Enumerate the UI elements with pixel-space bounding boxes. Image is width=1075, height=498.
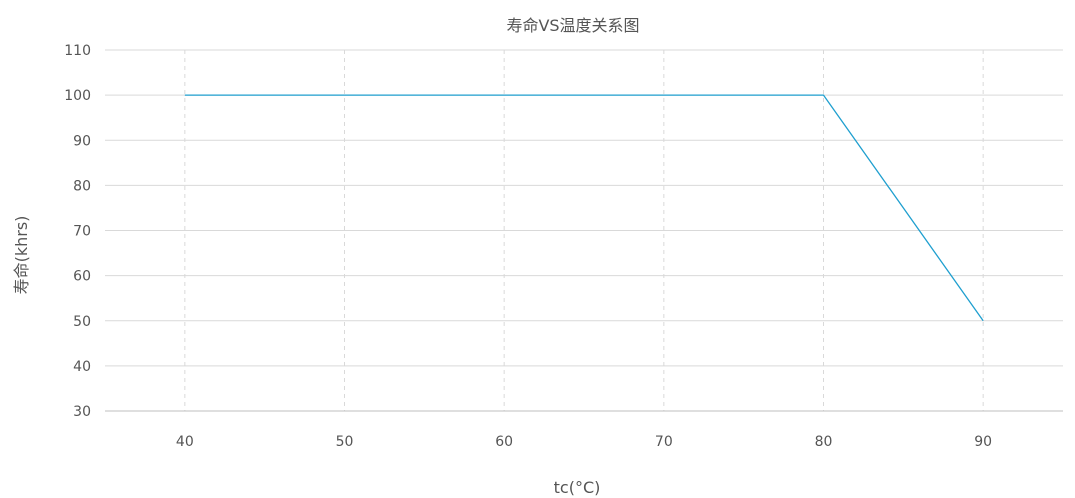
y-tick-label: 30 [73,404,91,420]
y-tick-label: 110 [64,43,91,59]
x-tick-label: 90 [974,434,992,450]
series-layer [184,94,984,322]
label-layer: 30 40 50 60 70 80 90 100 110 40 50 60 70 80 90 [64,43,992,450]
y-tick-label: 60 [73,269,91,285]
y-tick-label: 40 [73,359,91,375]
x-tick-label: 60 [495,434,513,450]
x-tick-label: 80 [815,434,833,450]
series-line [184,94,984,322]
y-tick-label: 90 [73,133,91,149]
y-axis-title: 寿命(khrs) [12,216,31,295]
x-tick-label: 40 [176,434,194,450]
y-tick-label: 80 [73,178,91,194]
y-tick-label: 100 [64,88,91,104]
y-tick-label: 70 [73,224,91,240]
x-tick-label: 50 [336,434,354,450]
x-axis-title: tc(°C) [554,478,601,497]
chart-title: 寿命VS温度关系图 [506,16,639,35]
y-tick-label: 50 [73,314,91,330]
x-tick-label: 70 [655,434,673,450]
